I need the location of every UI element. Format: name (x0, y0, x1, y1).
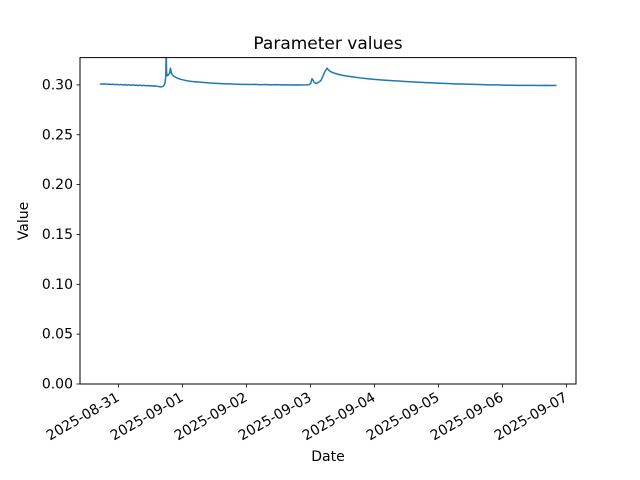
y-tick-label: 0.15 (42, 227, 73, 243)
y-tick-label: 0.30 (42, 77, 73, 93)
y-axis-label-box: Value (14, 160, 34, 282)
data-line (99, 57, 557, 88)
y-tick-label: 0.00 (42, 377, 73, 393)
y-tick-label: 0.25 (42, 127, 73, 143)
chart-title: Parameter values (253, 34, 403, 54)
axes-frame (79, 57, 577, 385)
x-axis-label: Date (311, 449, 345, 465)
y-tick-label: 0.10 (42, 277, 73, 293)
y-axis-label: Value (16, 201, 33, 241)
y-tick-label: 0.05 (42, 327, 73, 343)
y-tick-label: 0.20 (42, 177, 73, 193)
x-tick-label: 2025-09-07 (492, 390, 570, 445)
